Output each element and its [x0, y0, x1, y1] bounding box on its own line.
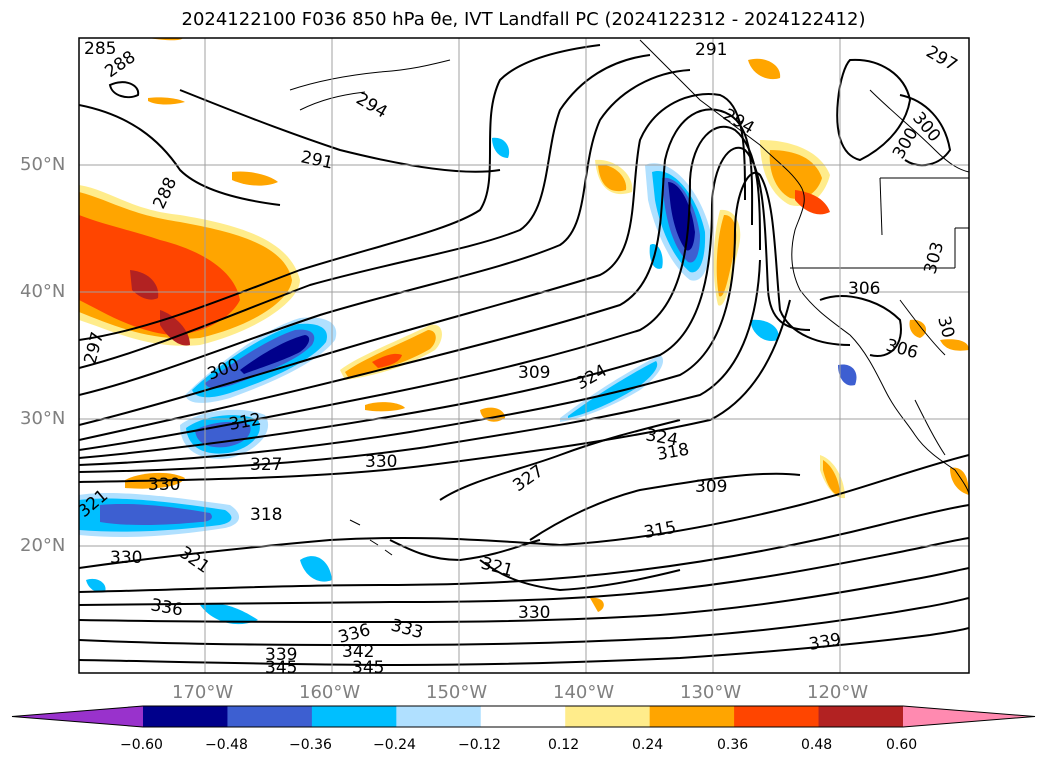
contour-label: 339: [265, 645, 297, 665]
lon-label: 150°W: [426, 682, 488, 703]
contour-label: 330: [518, 603, 550, 623]
contour-label: 309: [695, 477, 727, 497]
lon-label: 140°W: [553, 682, 615, 703]
colorbar-segment: [143, 706, 228, 727]
colorbar-segment: [818, 706, 904, 727]
lat-label: 40°N: [20, 281, 66, 302]
map-title: 2024122100 F036 850 hPa θe, IVT Landfall…: [181, 9, 866, 30]
lat-label: 50°N: [20, 154, 66, 175]
coastlines: [289, 39, 969, 556]
colorbar-tick: 0.60: [886, 737, 918, 753]
colorbar-tick: 0.36: [717, 737, 749, 753]
lon-label: 160°W: [299, 682, 361, 703]
lon-label: 120°W: [807, 682, 869, 703]
colorbar-tick: −0.60: [120, 737, 163, 753]
gridlines: [79, 38, 969, 673]
contour-label: 330: [110, 548, 142, 568]
contour-label: 327: [250, 455, 282, 475]
contour-label: 345: [265, 658, 297, 678]
pc-shading: [79, 38, 969, 625]
colorbar-segment: [649, 706, 735, 727]
contour-label: 309: [518, 363, 550, 383]
colorbar-tick: 0.12: [548, 737, 580, 753]
colorbar-tick: −0.48: [205, 737, 248, 753]
colorbar-segment: [734, 706, 820, 727]
colorbar-extend-min: [12, 706, 143, 727]
lat-label: 30°N: [20, 408, 66, 429]
colorbar-segment: [396, 706, 482, 727]
colorbar-extend-max: [903, 706, 1035, 727]
contour-label: 330: [148, 475, 180, 495]
theta-e-contours: [79, 44, 969, 667]
map-plot-area: [79, 38, 969, 673]
contour-label: 345: [352, 658, 384, 678]
contour-label: 306: [848, 279, 880, 299]
contour-label: 330: [365, 452, 397, 472]
colorbar-segment: [480, 706, 566, 727]
colorbar-outline: [11, 705, 1036, 728]
lon-label: 170°W: [172, 682, 234, 703]
colorbar-tick: −0.12: [458, 737, 501, 753]
colorbar-tick: 0.24: [632, 737, 664, 753]
colorbar-tick: −0.36: [289, 737, 332, 753]
lon-label: 130°W: [680, 682, 742, 703]
contour-label: 285: [84, 39, 116, 59]
colorbar-tick: 0.48: [801, 737, 833, 753]
colorbar-segment: [565, 706, 651, 727]
colorbar-tick: −0.24: [373, 737, 416, 753]
contour-label: 291: [695, 40, 727, 60]
map-frame: [78, 37, 970, 674]
contour-label: 318: [250, 505, 282, 525]
colorbar: [11, 705, 1036, 728]
lat-label: 20°N: [20, 535, 66, 556]
colorbar-segment: [227, 706, 313, 727]
colorbar-segment: [311, 706, 397, 727]
contour-label: 342: [342, 642, 374, 662]
